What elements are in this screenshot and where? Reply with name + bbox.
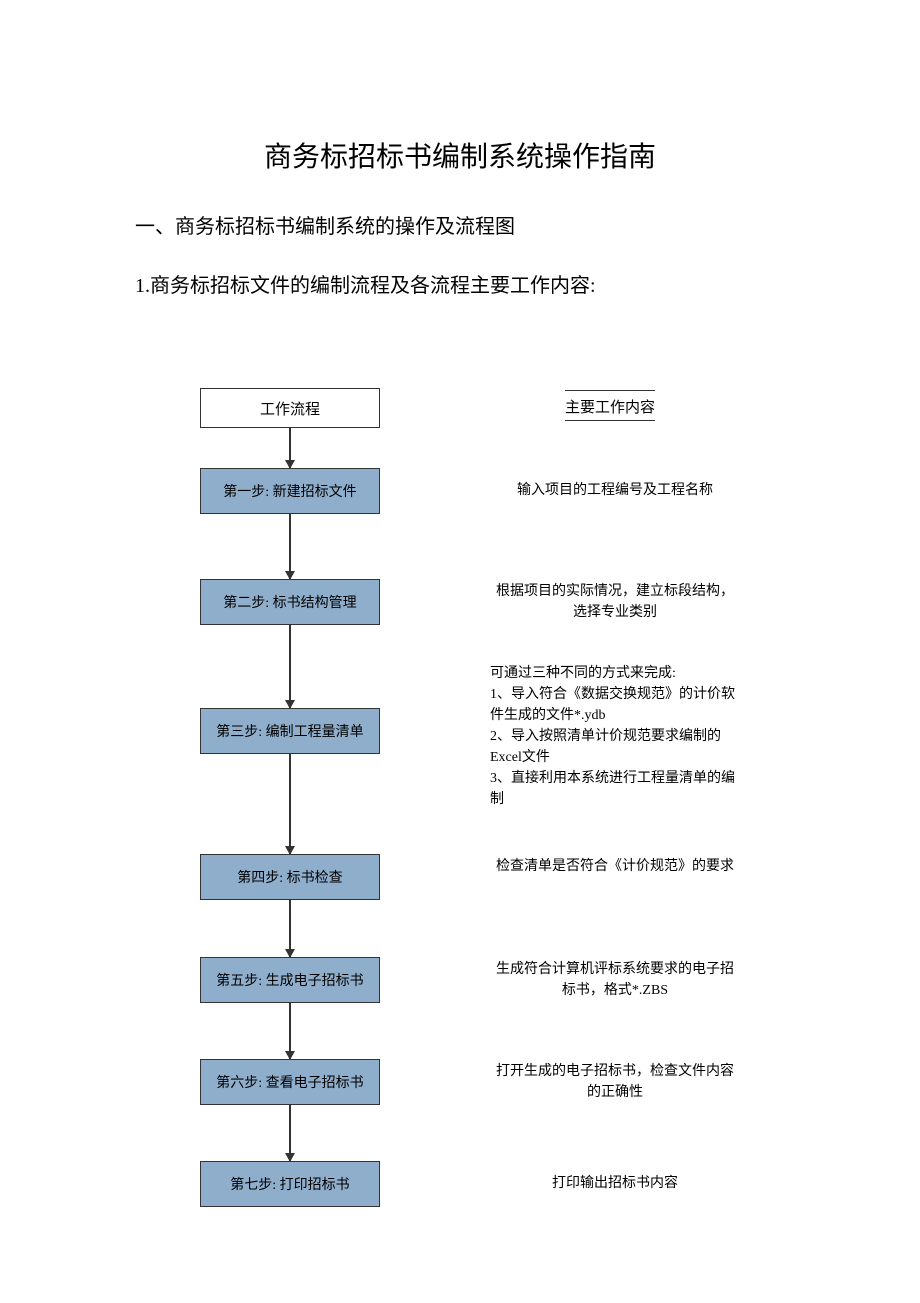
flow-step-description: 打开生成的电子招标书，检查文件内容的正确性 bbox=[490, 1061, 740, 1103]
flow-step-box: 第七步: 打印招标书 bbox=[200, 1161, 380, 1207]
sub-heading: 1.商务标招标文件的编制流程及各流程主要工作内容: bbox=[135, 269, 920, 298]
section-heading: 一、商务标招标书编制系统的操作及流程图 bbox=[135, 210, 920, 239]
flow-arrow bbox=[289, 625, 291, 708]
flow-step-description: 检查清单是否符合《计价规范》的要求 bbox=[490, 856, 740, 877]
flow-header-box: 工作流程 bbox=[200, 388, 380, 428]
document-title: 商务标招标书编制系统操作指南 bbox=[0, 135, 920, 175]
desc-header-label: 主要工作内容 bbox=[520, 396, 700, 417]
flow-arrow bbox=[289, 428, 291, 468]
flow-step-description: 输入项目的工程编号及工程名称 bbox=[490, 480, 740, 501]
flow-step-description: 根据项目的实际情况，建立标段结构，选择专业类别 bbox=[490, 581, 740, 623]
flow-step-description: 生成符合计算机评标系统要求的电子招标书，格式*.ZBS bbox=[490, 959, 740, 1001]
flow-arrow bbox=[289, 754, 291, 854]
flow-step-box: 第四步: 标书检查 bbox=[200, 854, 380, 900]
flow-arrow bbox=[289, 514, 291, 579]
flow-step-box: 第二步: 标书结构管理 bbox=[200, 579, 380, 625]
flow-step-box: 第六步: 查看电子招标书 bbox=[200, 1059, 380, 1105]
flow-step-description: 打印输出招标书内容 bbox=[490, 1173, 740, 1194]
flow-step-box: 第五步: 生成电子招标书 bbox=[200, 957, 380, 1003]
flow-arrow bbox=[289, 900, 291, 957]
flow-arrow bbox=[289, 1003, 291, 1059]
flow-step-box: 第三步: 编制工程量清单 bbox=[200, 708, 380, 754]
flow-step-description: 可通过三种不同的方式来完成: 1、导入符合《数据交换规范》的计价软件生成的文件*… bbox=[490, 663, 740, 810]
flow-step-box: 第一步: 新建招标文件 bbox=[200, 468, 380, 514]
flow-arrow bbox=[289, 1105, 291, 1161]
